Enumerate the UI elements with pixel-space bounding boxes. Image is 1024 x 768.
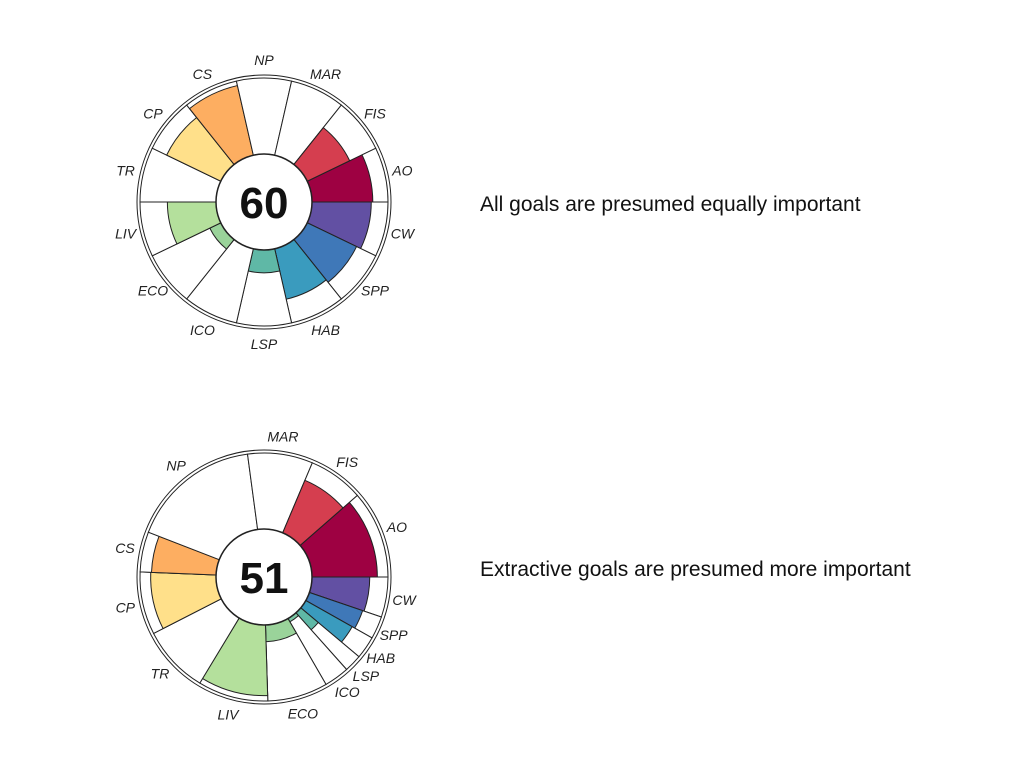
flower-plot-equal-weights: AO CW SPP HAB LSP ICO ECO LIV TR CP CS NP MAR FIS 60: [115, 52, 416, 352]
overall-score: 51: [240, 554, 289, 603]
petal-label-liv: LIV: [115, 226, 138, 242]
petal-label-ao: AO: [386, 519, 407, 535]
center-disk: [215, 528, 313, 626]
petal-label-np: NP: [254, 52, 274, 68]
petal-label-eco: ECO: [288, 706, 318, 722]
petal-label-mar: MAR: [310, 66, 341, 82]
outer-ring: [136, 449, 392, 705]
petal-label-tr: TR: [151, 666, 170, 682]
petal-label-cs: CS: [115, 540, 135, 556]
petal-label-spp: SPP: [361, 283, 390, 299]
petal-label-cw: CW: [391, 226, 416, 242]
petal-label-fis: FIS: [364, 106, 386, 122]
caption-equal-weights: All goals are presumed equally important: [480, 193, 861, 216]
petal-label-cp: CP: [143, 106, 163, 122]
petal-label-lsp: LSP: [251, 336, 278, 352]
petal-label-lsp: LSP: [353, 668, 380, 684]
petal-label-eco: ECO: [138, 283, 168, 299]
petal-label-cs: CS: [193, 66, 213, 82]
petal-label-ico: ICO: [190, 322, 215, 338]
petals: [139, 452, 389, 702]
petal-label-liv: LIV: [217, 706, 240, 722]
petal-label-cw: CW: [392, 592, 417, 608]
petal-label-spp: SPP: [380, 627, 409, 643]
petal-label-hab: HAB: [311, 322, 340, 338]
petal-label-ao: AO: [391, 162, 412, 178]
caption-extractive-weights: Extractive goals are presumed more impor…: [480, 558, 911, 581]
petal-label-fis: FIS: [336, 454, 358, 470]
petal-label-cp: CP: [116, 599, 136, 615]
petal-label-np: NP: [166, 458, 186, 474]
petal-label-hab: HAB: [366, 650, 395, 666]
center-disk: [215, 153, 313, 251]
petals: [139, 77, 389, 327]
petal-label-ico: ICO: [335, 684, 360, 700]
overall-score: 60: [240, 179, 289, 228]
petal-label-tr: TR: [116, 162, 135, 178]
petal-label-mar: MAR: [267, 428, 298, 444]
outer-ring: [136, 74, 392, 330]
